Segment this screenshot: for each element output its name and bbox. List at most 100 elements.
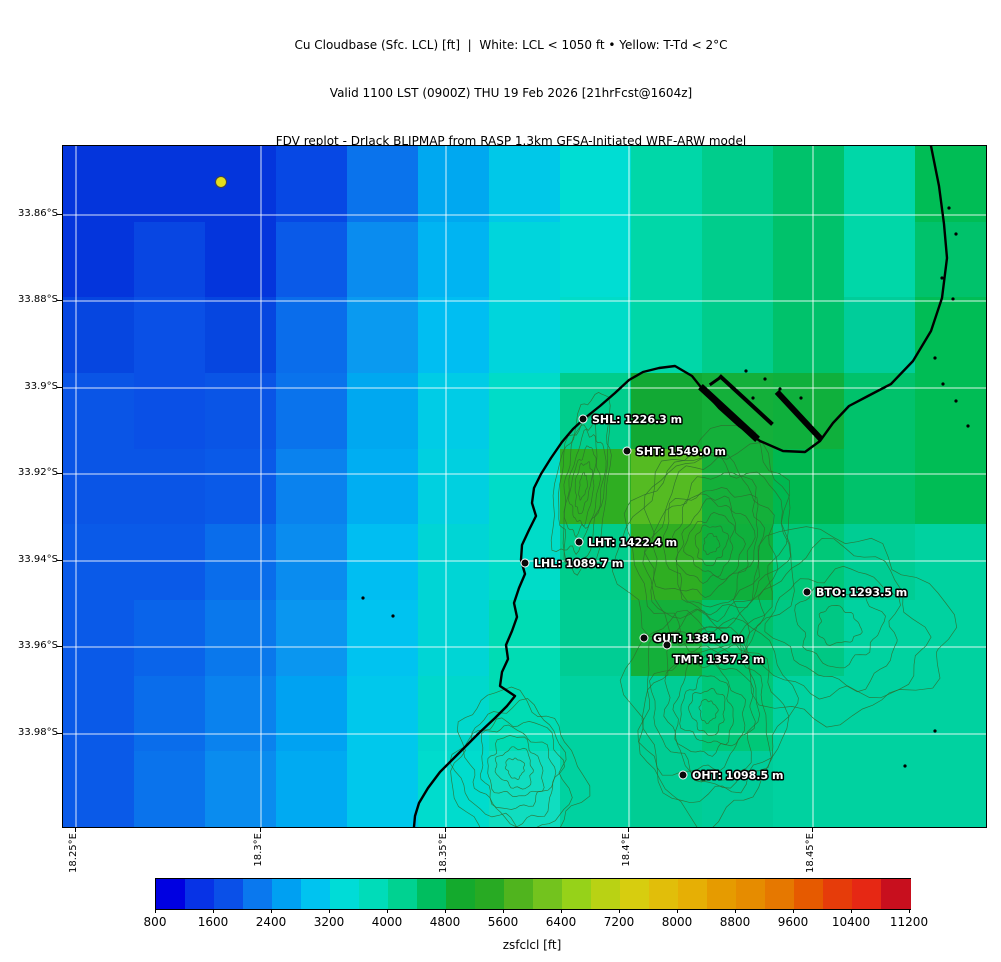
- terrain-contour-signal-hill-lions-head-ridge: [550, 391, 612, 576]
- islet-speck: [954, 232, 958, 236]
- grid-cell: [276, 297, 348, 374]
- grid-cell: [844, 297, 916, 374]
- lon-tick-mark: [260, 827, 261, 832]
- terrain-contour-signal-hill-lions-head-ridge: [578, 472, 588, 501]
- colorbar-segment: [243, 879, 273, 909]
- grid-cell: [205, 524, 277, 601]
- colorbar-segment: [562, 879, 592, 909]
- terrain-contour-karbonkelberg: [450, 686, 591, 827]
- terrain-contour-back-table-constantiaberg: [672, 661, 746, 757]
- grid-cell: [702, 524, 774, 601]
- grid-cell: [205, 221, 277, 298]
- grid-cell: [276, 524, 348, 601]
- station-dot-tmt: [662, 640, 672, 650]
- station-label-oht: OHT: 1098.5 m: [692, 769, 783, 782]
- coastline: [412, 146, 949, 827]
- grid-cell: [631, 146, 703, 223]
- colorbar-segment: [446, 879, 476, 909]
- grid-cell: [489, 600, 561, 677]
- grid-cell: [915, 146, 986, 223]
- grid-cell: [418, 373, 490, 450]
- terrain-contour-table-mountain: [612, 425, 795, 655]
- islet-speck: [778, 387, 782, 391]
- station-label-shl: SHL: 1226.3 m: [592, 413, 682, 426]
- terrain-contour-back-table-constantiaberg: [688, 687, 726, 737]
- grid-cell: [347, 297, 419, 374]
- harbor-breakwater: [708, 374, 724, 387]
- grid-cell: [844, 221, 916, 298]
- station-dot-gut: [639, 633, 649, 643]
- title-line-2: Valid 1100 LST (0900Z) THU 19 Feb 2026 […: [329, 86, 693, 100]
- terrain-contour-karbonkelberg: [463, 717, 565, 827]
- map-plot-area: SHL: 1226.3 m SHT: 1549.0 m LHT: 1422.4 m L…: [62, 145, 987, 828]
- title-line-1: Cu Cloudbase (Sfc. LCL) [ft] | White: LC…: [294, 38, 728, 52]
- colorbar-segment: [852, 879, 882, 909]
- colorbar-tick-mark: [851, 909, 852, 913]
- lat-tick-label: 33.9°S: [24, 381, 58, 392]
- islet-speck: [951, 297, 955, 301]
- station-dot-lht: [574, 537, 584, 547]
- lat-tick-mark: [57, 560, 62, 561]
- grid-cell: [773, 373, 845, 450]
- grid-cell: [205, 448, 277, 525]
- lat-tick-mark: [57, 646, 62, 647]
- islet-speck: [391, 614, 395, 618]
- grid-cell: [560, 524, 632, 601]
- colorbar-segment: [417, 879, 447, 909]
- colorbar-tick-label: 7200: [603, 915, 635, 929]
- grid-cell: [347, 448, 419, 525]
- terrain-contour-karbonkelberg: [494, 746, 534, 790]
- grid-cell: [63, 751, 135, 827]
- grid-cell: [773, 751, 845, 827]
- grid-cell: [63, 146, 135, 223]
- colorbar-segment: [156, 879, 186, 909]
- grid-cell: [347, 600, 419, 677]
- grid-cell: [418, 221, 490, 298]
- lat-tick-label: 33.96°S: [18, 640, 58, 651]
- grid-cell: [702, 297, 774, 374]
- terrain-contour-back-table-constantiaberg: [641, 626, 772, 789]
- lon-tick-mark: [628, 827, 629, 832]
- grid-cell: [276, 146, 348, 223]
- grid-cell: [418, 675, 490, 752]
- colorbar-tick-label: 4800: [429, 915, 461, 929]
- terrain-contour-back-table-constantiaberg: [663, 654, 756, 772]
- grid-cell: [418, 146, 490, 223]
- grid-cell: [276, 600, 348, 677]
- colorbar-tick-label: 6400: [545, 915, 577, 929]
- terrain-contour-karbonkelberg: [504, 757, 525, 780]
- terrain-contour-eastern-hills: [794, 587, 886, 669]
- grid-cell: [63, 600, 135, 677]
- lat-tick-mark: [57, 733, 62, 734]
- colorbar-segment: [533, 879, 563, 909]
- station-dot-shl: [578, 414, 588, 424]
- grid-cell: [631, 297, 703, 374]
- grid-cell: [773, 297, 845, 374]
- colorbar-segment: [794, 879, 824, 909]
- colorbar-tick-mark: [561, 909, 562, 913]
- islet-speck: [933, 356, 937, 360]
- grid-cell: [915, 600, 986, 677]
- station-label-gut: GUT: 1381.0 m: [653, 632, 744, 645]
- grid-cell: [134, 675, 206, 752]
- colorbar-tick-mark: [909, 909, 910, 913]
- terrain-contour-eastern-hills: [732, 526, 958, 728]
- colorbar-tick-mark: [619, 909, 620, 913]
- terrain-contour-table-mountain: [651, 472, 765, 616]
- islet-speck: [903, 764, 907, 768]
- islet-speck: [799, 396, 803, 400]
- grid-cell: [134, 600, 206, 677]
- terrain-contour-signal-hill-lions-head-ridge: [558, 412, 611, 566]
- grid-cell: [844, 751, 916, 827]
- grid-cell: [276, 675, 348, 752]
- colorbar-segment: [591, 879, 621, 909]
- colorbar: [155, 878, 911, 910]
- grid-cell: [844, 146, 916, 223]
- grid-cell: [560, 146, 632, 223]
- grid-cell: [702, 751, 774, 827]
- colorbar-tick-mark: [677, 909, 678, 913]
- grid-cell: [134, 146, 206, 223]
- lon-tick-label: 18.45°E: [805, 833, 816, 873]
- grid-cell: [276, 751, 348, 827]
